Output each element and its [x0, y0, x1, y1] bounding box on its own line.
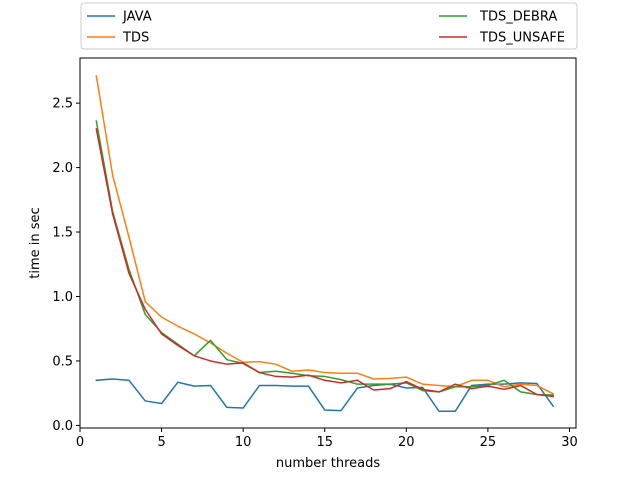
x-axis-label: number threads — [276, 456, 380, 471]
y-tick-label: 2.5 — [52, 97, 73, 112]
series-line-tds — [95, 75, 555, 395]
y-tick-label: 0.0 — [52, 419, 73, 434]
x-tick-label: 10 — [235, 435, 252, 450]
x-tick-label: 5 — [157, 435, 165, 450]
series-line-java — [95, 378, 555, 412]
legend-label-tds: TDS — [122, 31, 149, 46]
y-tick-label: 2.0 — [52, 161, 73, 176]
x-tick-label: 20 — [398, 435, 415, 450]
x-tick-label: 25 — [480, 435, 497, 450]
x-tick-label: 0 — [76, 435, 84, 450]
legend: JAVA TDS TDS_DEBRA TDS_UNSAFE — [80, 2, 578, 50]
y-tick-label: 1.5 — [52, 226, 73, 241]
y-tick-label: 1.0 — [52, 290, 73, 305]
series-layer — [95, 75, 555, 412]
plot-area-frame — [79, 57, 577, 429]
y-axis-label: time in sec — [28, 207, 43, 278]
ticks-layer: 0 5 10 15 20 25 30 0.0 0.5 1.0 1.5 2.0 2.5 — [52, 97, 577, 450]
y-tick-label: 0.5 — [52, 354, 73, 369]
legend-label-tds-debra: TDS_DEBRA — [479, 10, 557, 25]
series-line-tds-unsafe — [95, 128, 554, 398]
series-line-tds-debra — [95, 120, 554, 396]
x-tick-label: 30 — [561, 435, 578, 450]
legend-label-java: JAVA — [122, 10, 152, 25]
x-tick-label: 15 — [316, 435, 333, 450]
legend-label-tds-unsafe: TDS_UNSAFE — [479, 31, 565, 46]
